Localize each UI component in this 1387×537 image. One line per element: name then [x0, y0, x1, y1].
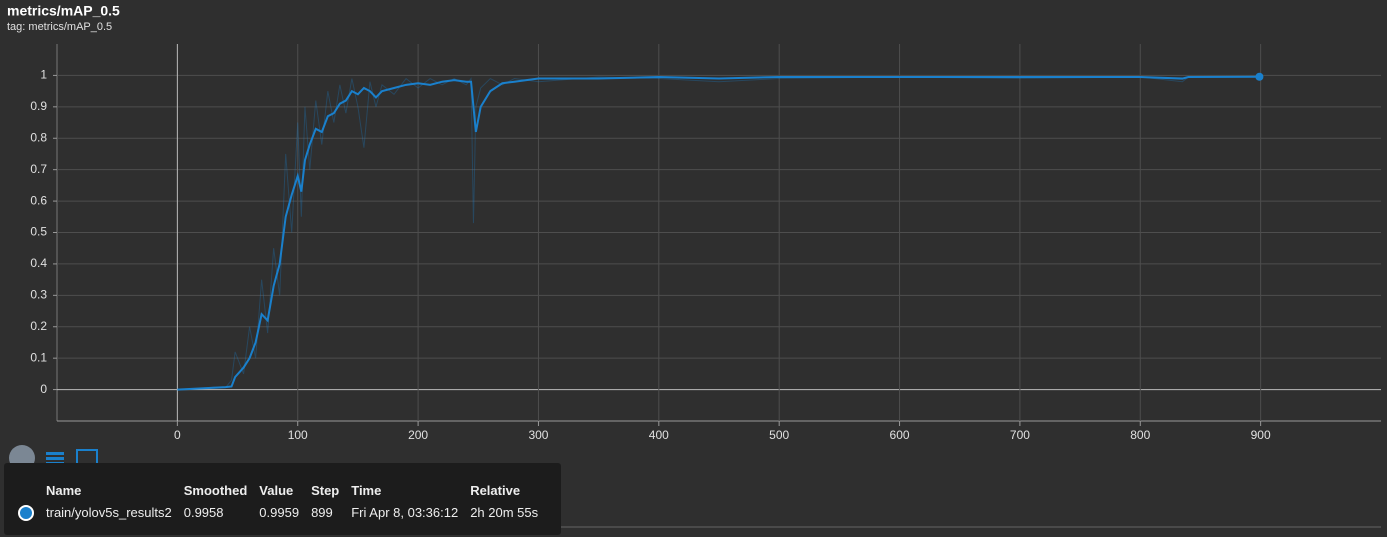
- column-header: Time: [351, 483, 382, 498]
- x-tick-label: 600: [890, 428, 910, 442]
- y-tick-label: 0: [40, 382, 47, 396]
- y-tick-label: 0.3: [30, 288, 47, 302]
- dot-cell: [18, 481, 40, 500]
- x-tick-label: 800: [1130, 428, 1150, 442]
- chart-title: metrics/mAP_0.5: [7, 3, 120, 19]
- y-tick-label: 0.7: [30, 162, 47, 176]
- column-header: Value: [259, 483, 294, 498]
- tooltip-table: Name Smoothed Value Step Time Relative train/…: [18, 481, 544, 525]
- y-tick-label: 0.9: [30, 99, 47, 113]
- x-tick-label: 700: [1010, 428, 1030, 442]
- y-tick-label: 0.2: [30, 319, 47, 333]
- tooltip: Name Smoothed Value Step Time Relative train/…: [4, 463, 561, 535]
- y-tick-label: 0.5: [30, 225, 47, 239]
- chart-subtitle: tag: metrics/mAP_0.5: [7, 21, 112, 33]
- x-tick-label: 200: [408, 428, 428, 442]
- tooltip-row: train/yolov5s_results2 0.9958 0.9959 899 Fri…: [18, 500, 544, 525]
- x-tick-label: 900: [1251, 428, 1271, 442]
- cell: Fri Apr 8, 03:36:12: [351, 504, 459, 520]
- cell: train/yolov5s_results2: [46, 504, 172, 520]
- x-tick-label: 0: [174, 428, 181, 442]
- raw-line: [177, 76, 1260, 391]
- column-header: Name: [46, 483, 82, 498]
- y-tick-label: 0.6: [30, 193, 47, 207]
- x-tick-label: 500: [769, 428, 789, 442]
- y-tick-label: 0.4: [30, 256, 47, 270]
- cell: 2h 20m 55s: [470, 504, 539, 520]
- smoothed-line: [177, 75, 1260, 391]
- y-tick-label: 1: [40, 68, 47, 82]
- tooltip-header: Name Smoothed Value Step Time Relative: [18, 481, 544, 500]
- cell: 899: [311, 504, 333, 520]
- column-header: Relative: [470, 483, 521, 498]
- series-dot: [18, 504, 34, 521]
- y-tick-label: 0.8: [30, 130, 47, 144]
- column-header: Smoothed: [183, 483, 248, 498]
- x-tick-label: 100: [288, 428, 308, 442]
- dot-cell: [18, 500, 40, 525]
- x-tick-label: 300: [528, 428, 548, 442]
- cell: 0.9958: [183, 504, 224, 520]
- cell: 0.9959: [259, 504, 300, 520]
- last-point: [1255, 72, 1264, 81]
- y-tick-label: 0.1: [30, 350, 47, 364]
- x-tick-label: 400: [649, 428, 669, 442]
- column-header: Step: [311, 483, 340, 498]
